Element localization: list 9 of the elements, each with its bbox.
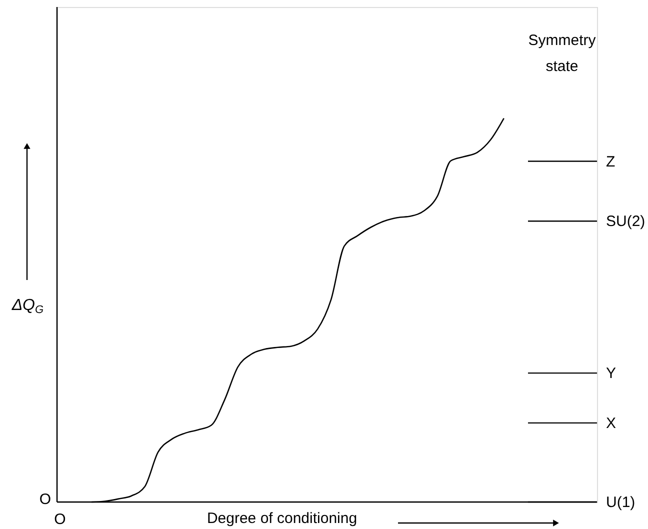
x-axis-title: Degree of conditioning bbox=[206, 510, 358, 527]
text: O bbox=[39, 491, 51, 508]
text: O bbox=[54, 511, 66, 528]
legend-title: Symmetry state bbox=[528, 32, 596, 75]
ref-line-label: U(1) bbox=[606, 494, 636, 511]
ref-line-label: Y bbox=[606, 365, 616, 382]
ref-line-label: Z bbox=[606, 153, 616, 170]
ref-line-label: SU(2) bbox=[606, 213, 646, 230]
ref-line-label: X bbox=[606, 414, 616, 432]
